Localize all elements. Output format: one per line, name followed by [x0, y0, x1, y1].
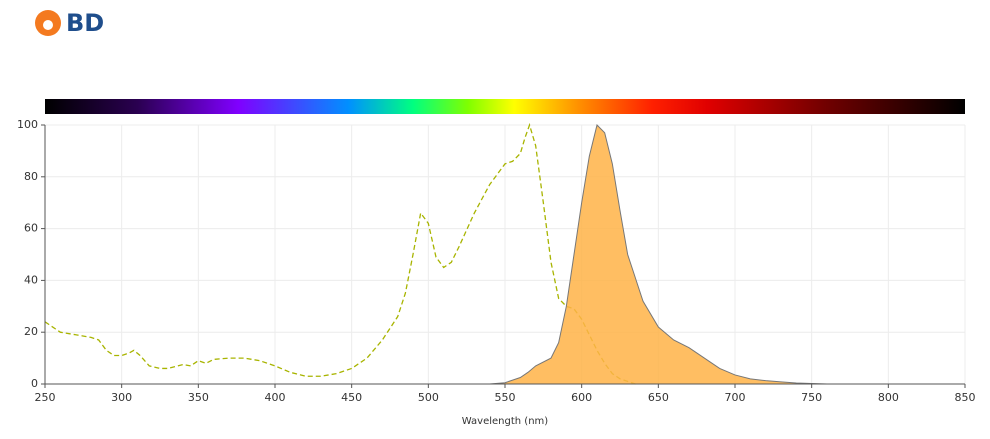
- logo-icon: [35, 10, 61, 36]
- y-tick-label: 80: [24, 170, 38, 183]
- x-tick-label: 850: [955, 391, 976, 404]
- x-tick-label: 550: [495, 391, 516, 404]
- spectrum-bar: [45, 99, 965, 114]
- y-tick-label: 20: [24, 325, 38, 338]
- logo-text: BD: [66, 9, 104, 37]
- y-tick-label: 100: [17, 118, 38, 131]
- x-tick-label: 300: [111, 391, 132, 404]
- area: [489, 124, 828, 385]
- y-tick-label: 0: [31, 377, 38, 390]
- x-tick-label: 450: [341, 391, 362, 404]
- x-tick-label: 500: [418, 391, 439, 404]
- y-tick-label: 40: [24, 273, 38, 286]
- x-tick-label: 800: [878, 391, 899, 404]
- x-tick-label: 600: [571, 391, 592, 404]
- x-tick-label: 400: [265, 391, 286, 404]
- line: [44, 122, 636, 385]
- x-tick-label: 350: [188, 391, 209, 404]
- x-tick-label: 650: [648, 391, 669, 404]
- x-tick-label: 750: [801, 391, 822, 404]
- x-tick-label: 700: [725, 391, 746, 404]
- x-tick-label: 250: [35, 391, 56, 404]
- x-axis-label: Wavelength (nm): [462, 416, 548, 427]
- y-tick-label: 60: [24, 222, 38, 235]
